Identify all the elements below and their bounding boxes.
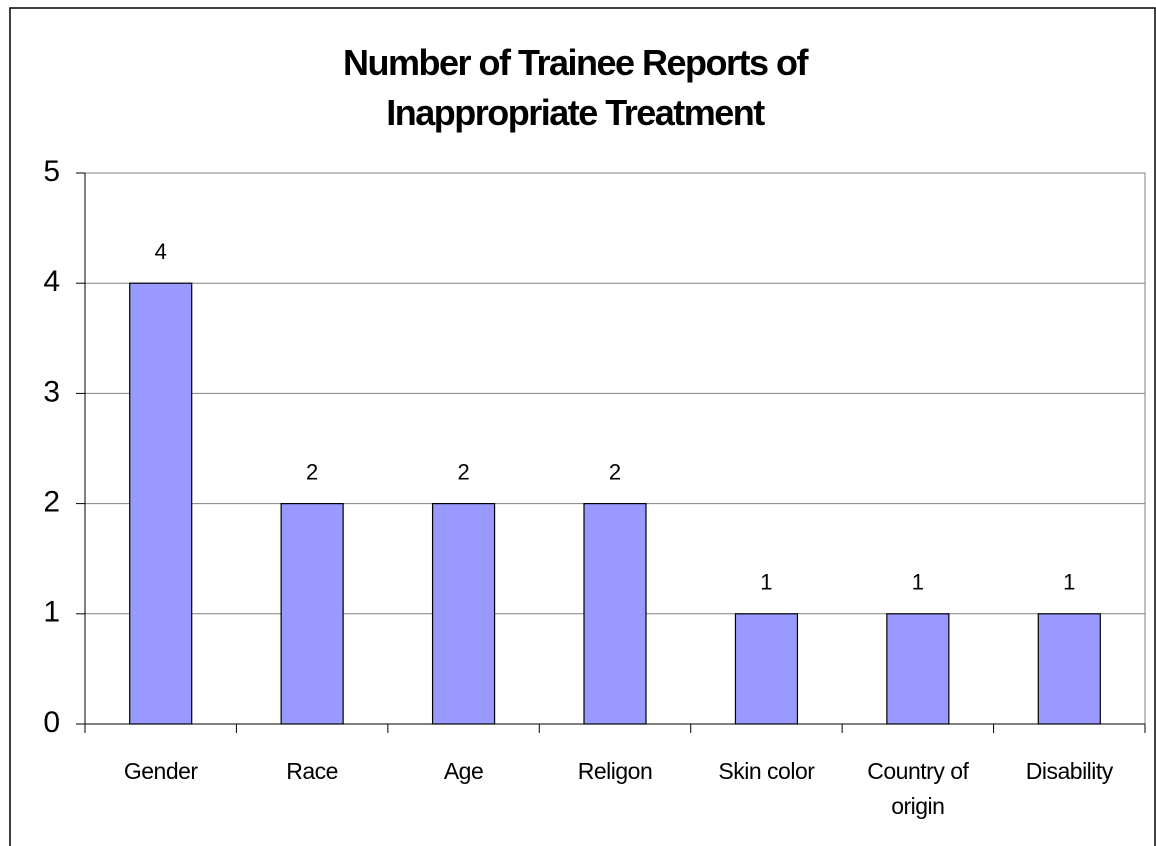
y-tick-label: 0 (43, 706, 60, 739)
bar (734, 613, 799, 725)
y-tick-label: 3 (43, 375, 60, 408)
chart-border (9, 7, 1156, 846)
y-tick-label: 4 (43, 265, 60, 298)
x-tick-label: Race (286, 758, 338, 784)
x-tick-label: Gender (123, 758, 198, 784)
data-label: 4 (155, 239, 167, 264)
data-label: 1 (760, 570, 772, 595)
bar (583, 503, 647, 725)
data-label: 1 (1063, 570, 1075, 595)
y-tick-label: 2 (43, 486, 60, 519)
bar (886, 613, 950, 725)
chart-title: Number of Trainee Reports of Inappropria… (342, 42, 809, 133)
y-tick-label: 1 (43, 596, 60, 629)
data-label: 2 (609, 459, 621, 484)
x-tick-label: Country of origin (867, 758, 969, 819)
x-tick-label: Religon (577, 758, 653, 784)
bar (280, 503, 344, 725)
data-label: 2 (306, 459, 318, 484)
data-label: 1 (912, 570, 924, 595)
data-label: 2 (457, 459, 469, 484)
bar (129, 282, 193, 725)
y-tick-label: 5 (43, 155, 60, 188)
x-tick-label: Disability (1025, 758, 1114, 784)
x-tick-label: Age (443, 758, 484, 784)
bar (1037, 613, 1101, 725)
x-tick-label: Skin color (718, 758, 815, 784)
bar (431, 503, 496, 725)
